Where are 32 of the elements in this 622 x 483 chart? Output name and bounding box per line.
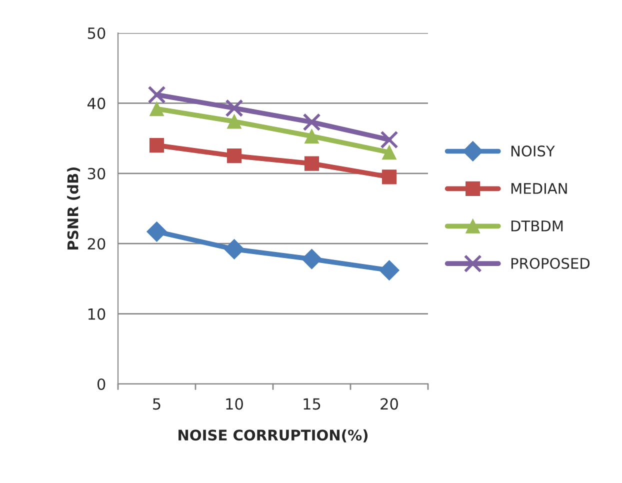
legend-label: DTBDM xyxy=(511,220,563,232)
x-tick-label: 20 xyxy=(380,398,398,410)
point xyxy=(382,145,397,160)
point xyxy=(224,239,244,260)
point xyxy=(379,260,400,280)
y-tick-label: 30 xyxy=(88,168,106,180)
y-tick-label: 50 xyxy=(88,27,106,40)
point xyxy=(304,128,320,144)
y-tick-label: 0 xyxy=(97,378,106,390)
point xyxy=(302,248,322,270)
point xyxy=(304,156,320,171)
y-axis-title: PSNR (dB) xyxy=(67,167,80,250)
x-axis-title: NOISE CORRUPTION(%) xyxy=(178,429,368,442)
point xyxy=(225,99,244,118)
point xyxy=(149,138,164,153)
y-tick-label: 10 xyxy=(88,308,106,320)
point xyxy=(146,221,167,242)
x-tick-label: 5 xyxy=(153,398,160,410)
point xyxy=(302,113,321,132)
legend-label: PROPOSED xyxy=(511,258,590,269)
point xyxy=(382,170,397,184)
legend-label: MEDIAN xyxy=(511,183,567,194)
point xyxy=(226,148,242,164)
point xyxy=(226,114,242,129)
x-tick-label: 15 xyxy=(304,398,320,410)
x-tick-label: 10 xyxy=(226,398,243,410)
legend-label: NOISY xyxy=(511,146,555,157)
point xyxy=(149,102,164,116)
y-tick-label: 40 xyxy=(88,98,106,110)
y-tick-label: 20 xyxy=(88,238,106,250)
point xyxy=(380,130,398,149)
point xyxy=(148,86,166,104)
